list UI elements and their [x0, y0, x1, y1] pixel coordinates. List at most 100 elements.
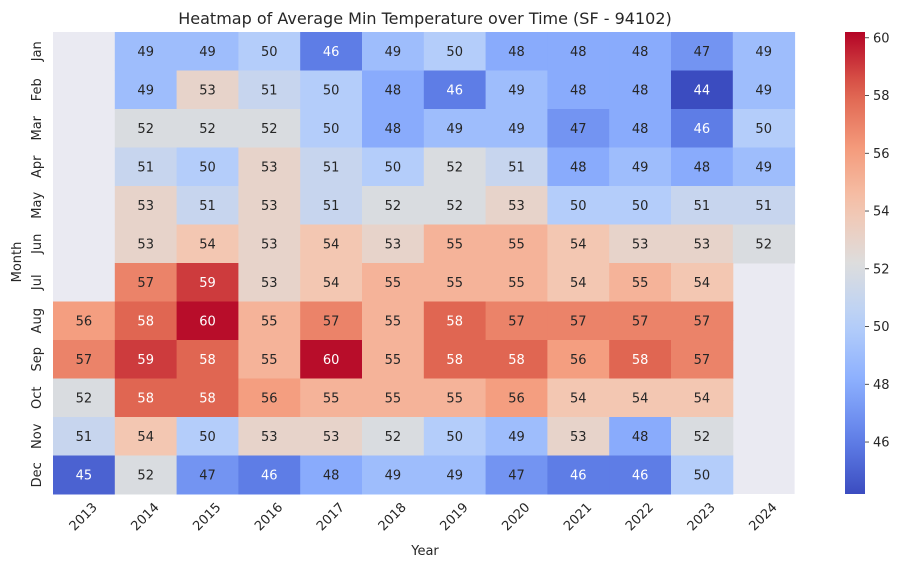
- cell-value-label: 48: [508, 45, 525, 60]
- cell-value-label: 49: [508, 122, 525, 137]
- y-tick-label: Mar: [30, 115, 45, 140]
- cell-value-label: 49: [755, 160, 772, 175]
- heatmap-cell: [485, 224, 548, 264]
- cell-value-label: 52: [261, 122, 278, 137]
- cell-value-label: 48: [632, 122, 649, 137]
- cell-value-label: 49: [632, 160, 649, 175]
- heatmap-cell: [671, 340, 734, 379]
- cell-value-label: 47: [508, 468, 525, 483]
- x-axis-label: Year: [410, 544, 439, 559]
- heatmap-cell: [547, 70, 610, 110]
- heatmap-cell: [423, 70, 487, 110]
- heatmap-cell: [238, 32, 301, 71]
- heatmap-cell: [176, 378, 239, 418]
- cell-value-label: 54: [570, 276, 587, 291]
- cell-value-label: 53: [385, 237, 402, 252]
- heatmap-cell: [732, 186, 796, 225]
- heatmap-cell: [114, 32, 178, 71]
- x-tick-labels: 2013 2014 2015 2016 2017 2018 2019 2020 2021 2022…: [67, 500, 781, 534]
- cell-value-label: 49: [137, 83, 154, 98]
- heatmap-cell: [300, 147, 363, 187]
- heatmap-cell: [485, 340, 548, 379]
- x-tick-label: 2013: [67, 500, 101, 534]
- y-tick-label: Jan: [30, 41, 45, 62]
- cell-value-label: 48: [570, 160, 587, 175]
- heatmap-cell: [53, 455, 116, 495]
- cell-value-label: 58: [446, 353, 463, 368]
- cell-value-label: 53: [632, 237, 649, 252]
- colorbar-tick-label: 50: [873, 320, 890, 335]
- cell-value-label: 59: [199, 276, 216, 291]
- heatmap-cell: [362, 417, 425, 456]
- x-tick-label: 2015: [190, 500, 224, 534]
- heatmap-cell: [362, 455, 425, 495]
- cell-value-label: 55: [632, 276, 649, 291]
- heatmap-cell: [423, 109, 487, 148]
- cell-value-label: 49: [508, 83, 525, 98]
- heatmap-cell: [671, 70, 734, 110]
- cell-value-label: 53: [261, 237, 278, 252]
- cell-value-label: 56: [76, 314, 93, 329]
- heatmap-cell: [176, 417, 239, 456]
- colorbar-tick-label: 54: [873, 205, 890, 220]
- heatmap-cell: [547, 32, 610, 71]
- cell-value-label: 53: [261, 430, 278, 445]
- heatmap-cell: [732, 70, 796, 110]
- cell-value-label: 55: [508, 237, 525, 252]
- heatmap-cell: [114, 378, 178, 418]
- heatmap-cell: [176, 109, 239, 148]
- cell-value-label: 45: [76, 468, 93, 483]
- heatmap-cell: [485, 455, 548, 495]
- x-tick-label: 2024: [747, 500, 781, 534]
- colorbar-ticks: 46 48 50 52 54 56 58 60: [865, 31, 890, 451]
- heatmap-cell: [609, 224, 672, 264]
- heatmap-cell: [485, 32, 548, 71]
- heatmap-cell: [362, 147, 425, 187]
- y-tick-label: Oct: [30, 387, 45, 409]
- colorbar-tick-label: 58: [873, 89, 890, 104]
- cell-value-label: 55: [385, 391, 402, 406]
- heatmap-cell: [423, 340, 487, 379]
- heatmap-cell: [609, 378, 672, 418]
- heatmap-cell: [609, 32, 672, 71]
- heatmap-cell: [362, 340, 425, 379]
- heatmap-cell: [547, 340, 610, 379]
- y-tick-label: Sep: [30, 347, 45, 372]
- cell-value-label: 54: [694, 391, 711, 406]
- cell-value-label: 55: [446, 276, 463, 291]
- y-tick-label: Apr: [30, 155, 45, 178]
- x-tick-label: 2023: [685, 500, 719, 534]
- cell-value-label: 48: [385, 83, 402, 98]
- heatmap-cell: [238, 224, 301, 264]
- heatmap-cell: [671, 224, 734, 264]
- heatmap-cell: [176, 455, 239, 495]
- cell-value-label: 53: [261, 276, 278, 291]
- cell-value-label: 53: [570, 430, 587, 445]
- cell-value-label: 55: [261, 314, 278, 329]
- heatmap-cell: [423, 455, 487, 495]
- cell-value-label: 50: [323, 83, 340, 98]
- cell-value-label: 57: [570, 314, 587, 329]
- x-tick-label: 2022: [623, 500, 657, 534]
- cell-value-label: 46: [323, 45, 340, 60]
- heatmap-cell: [114, 263, 178, 302]
- cell-value-label: 47: [694, 45, 711, 60]
- y-tick-label: Jul: [30, 274, 45, 291]
- heatmap-cell: [238, 109, 301, 148]
- cell-value-label: 60: [323, 353, 340, 368]
- heatmap-cell: [671, 417, 734, 456]
- cell-value-label: 47: [570, 122, 587, 137]
- heatmap-cell: [547, 417, 610, 456]
- heatmap-cell: [362, 378, 425, 418]
- heatmap-cell: [53, 340, 116, 379]
- colorbar: [845, 32, 865, 494]
- cell-value-label: 58: [137, 314, 154, 329]
- cell-value-label: 50: [385, 160, 402, 175]
- cell-value-label: 48: [570, 45, 587, 60]
- cell-value-label: 52: [694, 430, 711, 445]
- cell-value-label: 56: [261, 391, 278, 406]
- cell-value-label: 46: [632, 468, 649, 483]
- heatmap-cell: [176, 340, 239, 379]
- cell-value-label: 50: [446, 45, 463, 60]
- cell-value-label: 54: [570, 391, 587, 406]
